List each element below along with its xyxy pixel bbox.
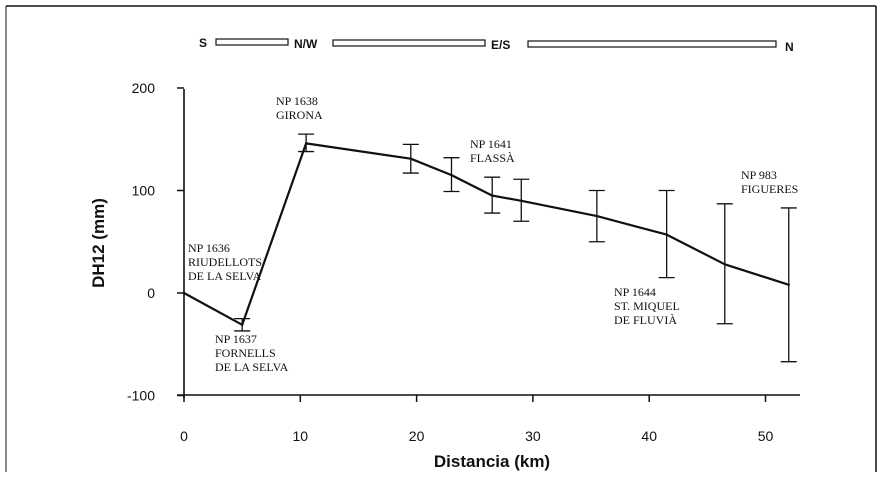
direction-label-n: N: [785, 40, 794, 54]
direction-segment-3: [527, 40, 777, 48]
x-ticks: 0 10 20 30 40 50: [180, 395, 773, 444]
station-label-line: ST. MIQUEL: [614, 299, 680, 313]
y-tick-label: -100: [127, 388, 155, 404]
direction-segment-1: [215, 38, 289, 46]
station-label-line: RIUDELLOTS: [188, 255, 262, 269]
station-label-line: DE LA SELVA: [215, 360, 289, 374]
x-tick-label: 0: [180, 428, 188, 444]
y-axis-title: DH12 (mm): [89, 198, 108, 288]
direction-bar: S N/W E/S N: [199, 36, 794, 54]
y-tick-label: 200: [132, 80, 156, 96]
x-axis-title: Distancia (km): [434, 452, 550, 471]
y-ticks: 200 100 0 -100: [127, 80, 184, 404]
x-tick-label: 50: [758, 428, 774, 444]
station-label-line: GIRONA: [276, 108, 323, 122]
x-tick-label: 10: [293, 428, 309, 444]
station-label-line: DE FLUVIÀ: [614, 313, 677, 327]
axes: 200 100 0 -100 0 10 20 30 40 50: [127, 80, 800, 444]
station-label-line: NP 1641: [470, 137, 512, 151]
y-tick-label: 100: [132, 183, 156, 199]
station-label-line: NP 1638: [276, 94, 318, 108]
station-label-line: NP 1644: [614, 285, 656, 299]
direction-segment-2: [332, 39, 486, 47]
x-tick-label: 20: [409, 428, 425, 444]
station-label-line: FLASSÀ: [470, 151, 515, 165]
series-line: [183, 142, 790, 326]
direction-label-es: E/S: [491, 38, 510, 52]
data-point: [182, 291, 186, 295]
direction-label-s: S: [199, 36, 207, 50]
station-label-line: NP 1636: [188, 241, 230, 255]
station-label-line: NP 1637: [215, 332, 257, 346]
x-tick-label: 40: [641, 428, 657, 444]
x-tick-label: 30: [525, 428, 541, 444]
station-label-line: FORNELLS: [215, 346, 276, 360]
direction-label-nw: N/W: [294, 37, 318, 51]
station-label-line: FIGUERES: [741, 182, 798, 196]
station-label-line: NP 983: [741, 168, 777, 182]
series-layer: [182, 133, 797, 363]
y-tick-label: 0: [147, 285, 155, 301]
station-label-line: DE LA SELVA: [188, 269, 262, 283]
